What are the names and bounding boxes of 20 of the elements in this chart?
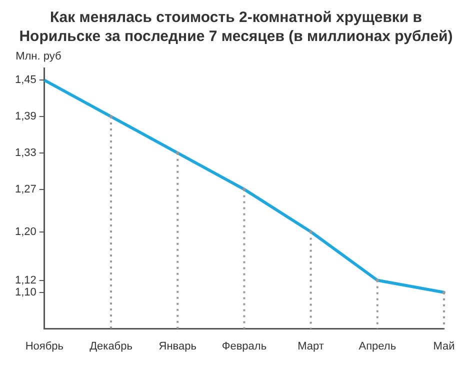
chart-title: Как менялась стоимость 2-комнатной хрущевки в Норильске за последние 7 месяцев (в миллионах рублей) [18,8,454,46]
x-tick-label: Февраль [222,340,267,352]
x-tick-label: Ноябрь [25,340,64,352]
y-tick-label: 1,20 [14,226,36,238]
x-tick-label: Май [433,340,455,352]
y-tick-label: 1,12 [14,274,36,286]
x-tick-label: Декабрь [90,340,133,352]
y-tick-label: 1,33 [14,146,36,159]
y-tick-label: 1,45 [14,74,36,86]
y-axis-title: Млн. руб [16,50,62,63]
y-tick-label: 1,10 [14,286,36,298]
point [242,188,246,191]
y-tick-label: 1,27 [14,183,36,196]
point [176,151,180,154]
point [376,278,379,282]
x-tick-label: Апрель [358,340,396,352]
x-tick-label: Март [298,340,324,352]
point [309,230,312,234]
x-tick-label: Январь [158,340,197,352]
y-tick-label: 1,39 [14,110,36,123]
